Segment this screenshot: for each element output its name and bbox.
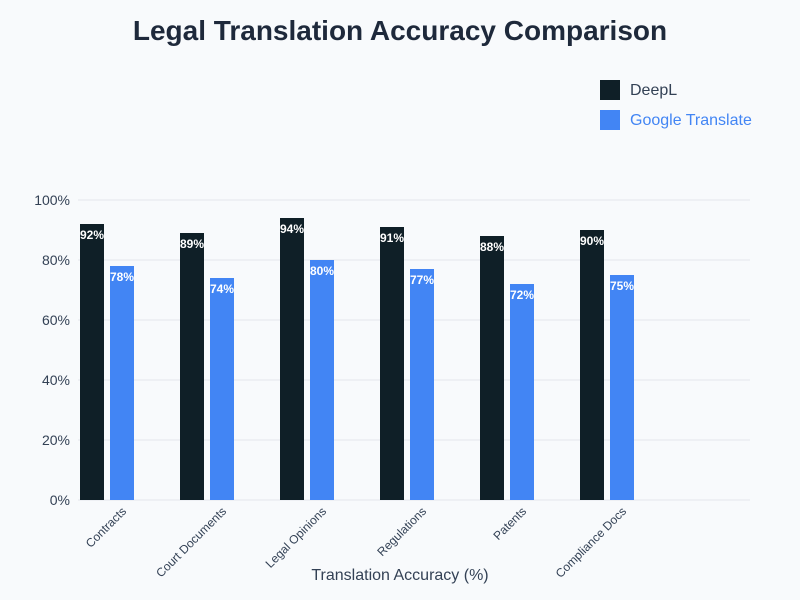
bar-deepl <box>180 233 204 500</box>
x-tick-label: Regulations <box>374 504 429 559</box>
y-axis-ticks: 0% 20% 40% 60% 80% 100% <box>34 192 70 508</box>
bar-value-label: 80% <box>310 264 334 278</box>
bar-deepl <box>580 230 604 500</box>
bar-value-label: 91% <box>380 231 404 245</box>
bar-value-label: 89% <box>180 237 204 251</box>
x-tick-label: Compliance Docs <box>553 504 629 580</box>
bar-value-label: 75% <box>610 279 634 293</box>
bar-google <box>110 266 134 500</box>
bar-google <box>410 269 434 500</box>
y-tick-label: 20% <box>42 432 70 448</box>
legend: DeepL Google Translate <box>600 80 752 130</box>
legend-swatch-deepl <box>600 80 620 100</box>
bar-value-label: 74% <box>210 282 234 296</box>
bar-value-label: 77% <box>410 273 434 287</box>
bar-value-label: 90% <box>580 234 604 248</box>
legend-label-google: Google Translate <box>630 112 752 129</box>
y-tick-label: 100% <box>34 192 70 208</box>
bar-value-label: 92% <box>80 228 104 242</box>
bar-google <box>510 284 534 500</box>
x-tick-label: Court Documents <box>153 504 229 580</box>
chart-title: Legal Translation Accuracy Comparison <box>133 15 667 46</box>
bar-google <box>610 275 634 500</box>
legend-label-deepl: DeepL <box>630 82 677 99</box>
x-axis-label: Translation Accuracy (%) <box>311 567 488 584</box>
bar-deepl <box>380 227 404 500</box>
bars: 92% 78% 89% 74% 94% 80% 91% 77% 88% 72% 90% 75% <box>80 218 634 500</box>
bar-google <box>310 260 334 500</box>
bar-deepl <box>280 218 304 500</box>
bar-value-label: 94% <box>280 222 304 236</box>
x-tick-label: Patents <box>490 504 529 543</box>
bar-value-label: 88% <box>480 240 504 254</box>
bar-value-label: 72% <box>510 288 534 302</box>
legend-swatch-google <box>600 110 620 130</box>
y-tick-label: 80% <box>42 252 70 268</box>
x-tick-label: Legal Opinions <box>263 504 330 571</box>
bar-deepl <box>480 236 504 500</box>
y-tick-label: 0% <box>50 492 70 508</box>
bar-value-label: 78% <box>110 270 134 284</box>
x-tick-label: Contracts <box>83 504 129 550</box>
bar-deepl <box>80 224 104 500</box>
y-tick-label: 60% <box>42 312 70 328</box>
bar-google <box>210 278 234 500</box>
y-tick-label: 40% <box>42 372 70 388</box>
